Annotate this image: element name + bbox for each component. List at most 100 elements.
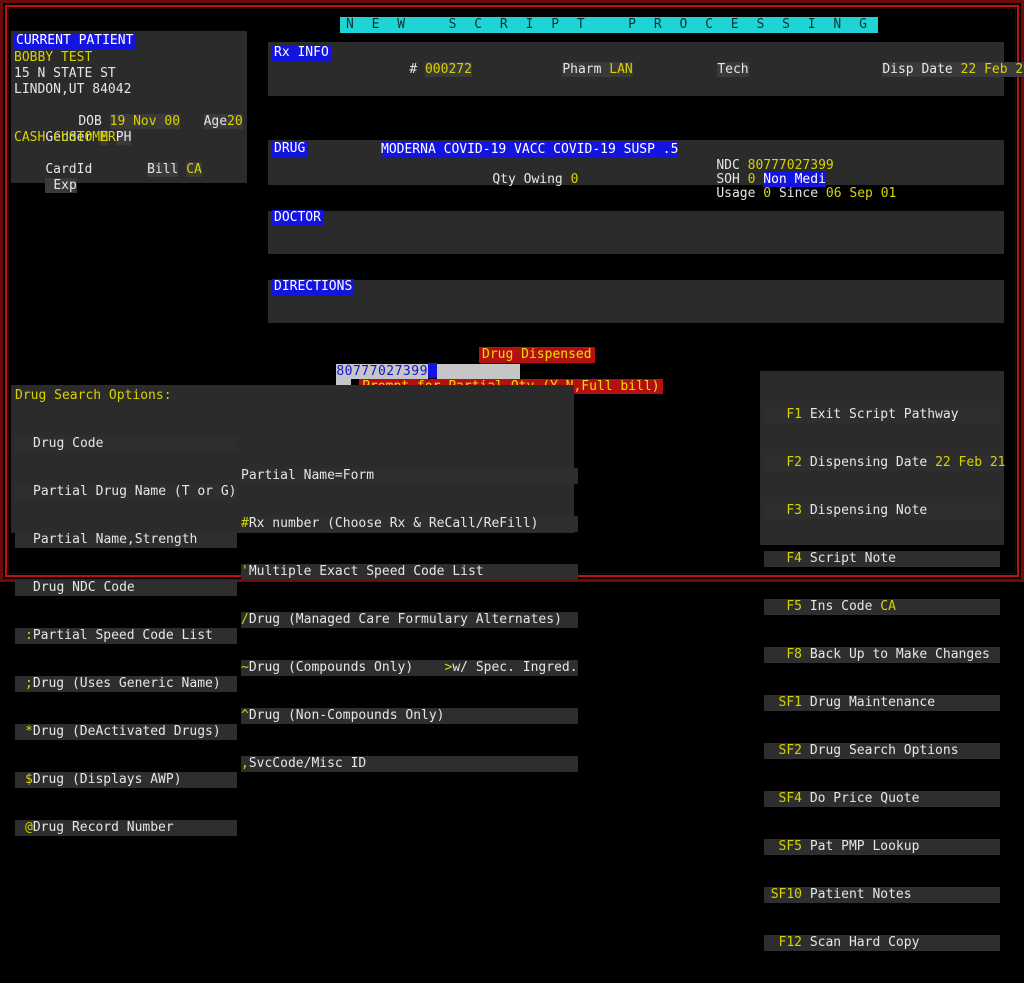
option-row[interactable]: Partial Drug Name (T or G) [15,484,237,500]
pharm-label: Pharm [562,62,602,77]
age-label: Age [203,114,228,129]
option-label: Drug (Uses Generic Name) [32,676,221,691]
function-key-row[interactable]: F8 Back Up to Make Changes [764,647,1000,663]
function-key-action: Patient Notes [809,887,912,902]
rx-info-header: Rx INFO [272,45,331,61]
soh-label: SOH [716,172,740,187]
option-row[interactable]: @Drug Record Number [15,820,237,836]
drug-name[interactable]: MODERNA COVID-19 VACC COVID-19 SUSP .5 [381,142,679,158]
option-label: SvcCode/Misc ID [248,756,367,771]
function-key-label: F3 [786,503,802,518]
function-key-action: Ins Code [809,599,873,614]
function-key-action: Drug Maintenance [809,695,936,710]
option-row[interactable]: ;Drug (Uses Generic Name) [15,676,237,692]
directions-panel[interactable] [268,280,1004,323]
function-key-label: F1 [786,407,802,422]
option-row[interactable]: #Rx number (Choose Rx & ReCall/ReFill) [241,516,578,532]
function-key-label: SF5 [778,839,802,854]
terminal-screen: N E W S C R I P T P R O C E S S I N G CU… [0,0,1024,951]
function-key-action: Drug Search Options [809,743,959,758]
dob-value[interactable]: 19 Nov 00 [109,114,181,129]
function-key-row[interactable]: F12 Scan Hard Copy [764,935,1000,951]
option-label: Drug (Non-Compounds Only) [248,708,445,723]
function-key-action: Dispensing Note [809,503,928,518]
patient-exp-row: Exp [14,162,77,210]
bill-label: Bill [147,162,179,177]
disp-date-value[interactable]: 22 Feb 21 [960,62,1024,77]
drug-search-options-title: Drug Search Options: [15,388,172,403]
ph-label: PH [115,130,132,145]
option-prefix: ' [241,564,249,579]
option-row[interactable]: :Partial Speed Code List [15,628,237,644]
function-key-row[interactable]: F4 Script Note [764,551,1000,567]
tech-label: Tech [717,62,749,77]
patient-gender-row: Gender M PH [14,114,132,162]
option-prefix: , [241,756,249,771]
exp-label: Exp [45,178,77,193]
disp-date-field: Disp Date 22 Feb 21 [851,46,1024,94]
function-key-row[interactable]: F2 Dispensing Date 22 Feb 21 [764,455,1006,471]
option-row[interactable]: ~Drug (Compounds Only) >w/ Spec. Ingred. [241,660,578,676]
option-label: Drug Code [33,436,104,451]
drug-entry-row: 80777027399 [305,347,521,396]
age-value: 20 [227,114,243,129]
usage-value: 0 [763,186,772,201]
non-medi-badge: Non Medi [763,172,826,187]
qty-owing-row: Qty Owing 0 [461,156,578,204]
tech-field: Tech [686,46,749,94]
option-row[interactable]: *Drug (DeActivated Drugs) [15,724,237,740]
option-label: Rx number (Choose Rx & ReCall/ReFill) [248,516,539,531]
bill-value[interactable]: CA [186,162,202,177]
patient-name: BOBBY TEST [14,50,93,65]
function-key-label: F12 [778,935,802,950]
option-row[interactable]: ,SvcCode/Misc ID [241,756,578,772]
qty-owing-value: 0 [570,172,579,187]
option-label: Drug (Managed Care Formulary Alternates) [248,612,562,627]
disp-date-label: Disp Date [882,62,953,77]
gender-value[interactable]: M [100,130,108,145]
option-label: Partial Speed Code List [32,628,213,643]
option-row[interactable]: Partial Name=Form [241,468,578,484]
option-label: Drug (Displays AWP) [32,772,182,787]
function-key-label: F8 [786,647,802,662]
option-row[interactable]: Partial Name,Strength [15,532,237,548]
option-row[interactable]: 'Multiple Exact Speed Code List [241,564,578,580]
option-row[interactable]: Drug NDC Code [15,580,237,596]
drug-ndc-row: NDC 80777027399 [685,142,834,190]
function-key-row[interactable]: F3 Dispensing Note [764,503,1000,519]
doctor-panel[interactable] [268,211,1004,254]
function-key-row[interactable]: SF5 Pat PMP Lookup [764,839,1000,855]
function-key-row[interactable]: F5 Ins Code CA [764,599,1000,615]
rx-number-value[interactable]: 000272 [424,62,472,77]
ndc-value: 80777027399 [747,158,834,173]
option-row[interactable]: ^Drug (Non-Compounds Only) [241,708,578,724]
soh-value: 0 [747,172,756,187]
function-key-label: SF10 [770,887,802,902]
text-cursor [427,363,437,378]
option-prefix: ~ [241,660,249,675]
function-key-row[interactable]: SF2 Drug Search Options [764,743,1000,759]
option-label: Drug Record Number [32,820,174,835]
option-row[interactable]: /Drug (Managed Care Formulary Alternates… [241,612,578,628]
doctor-header: DOCTOR [272,210,323,226]
option-row[interactable]: Drug Code [15,436,237,452]
option-label: Drug NDC Code [33,580,135,595]
option-prefix: : [25,628,33,643]
patient-dob-row: DOB 19 Nov 00 Age20 [14,98,243,146]
gender-label: Gender [45,130,93,145]
pharm-value[interactable]: LAN [609,62,633,77]
function-key-row[interactable]: SF4 Do Price Quote [764,791,1000,807]
patient-address-line1: 15 N STATE ST [14,66,116,81]
function-key-action: Exit Script Pathway [809,407,959,422]
function-key-row[interactable]: SF1 Drug Maintenance [764,695,1000,711]
option-label: Drug (Compounds Only) [248,660,414,675]
function-key-row[interactable]: SF10 Patient Notes [764,887,1000,903]
option-row[interactable]: $Drug (Displays AWP) [15,772,237,788]
option-label: Partial Drug Name (T or G) [33,484,237,499]
drug-usage-row: Usage 0 Since 06 Sep 01 [685,170,896,218]
drug-search-input[interactable]: 80777027399 [336,364,428,379]
function-key-label: SF1 [778,695,802,710]
since-label: Since [778,186,819,201]
function-key-row[interactable]: F1 Exit Script Pathway [764,407,1000,423]
patient-card-row: CardId Bill CA [14,146,202,194]
